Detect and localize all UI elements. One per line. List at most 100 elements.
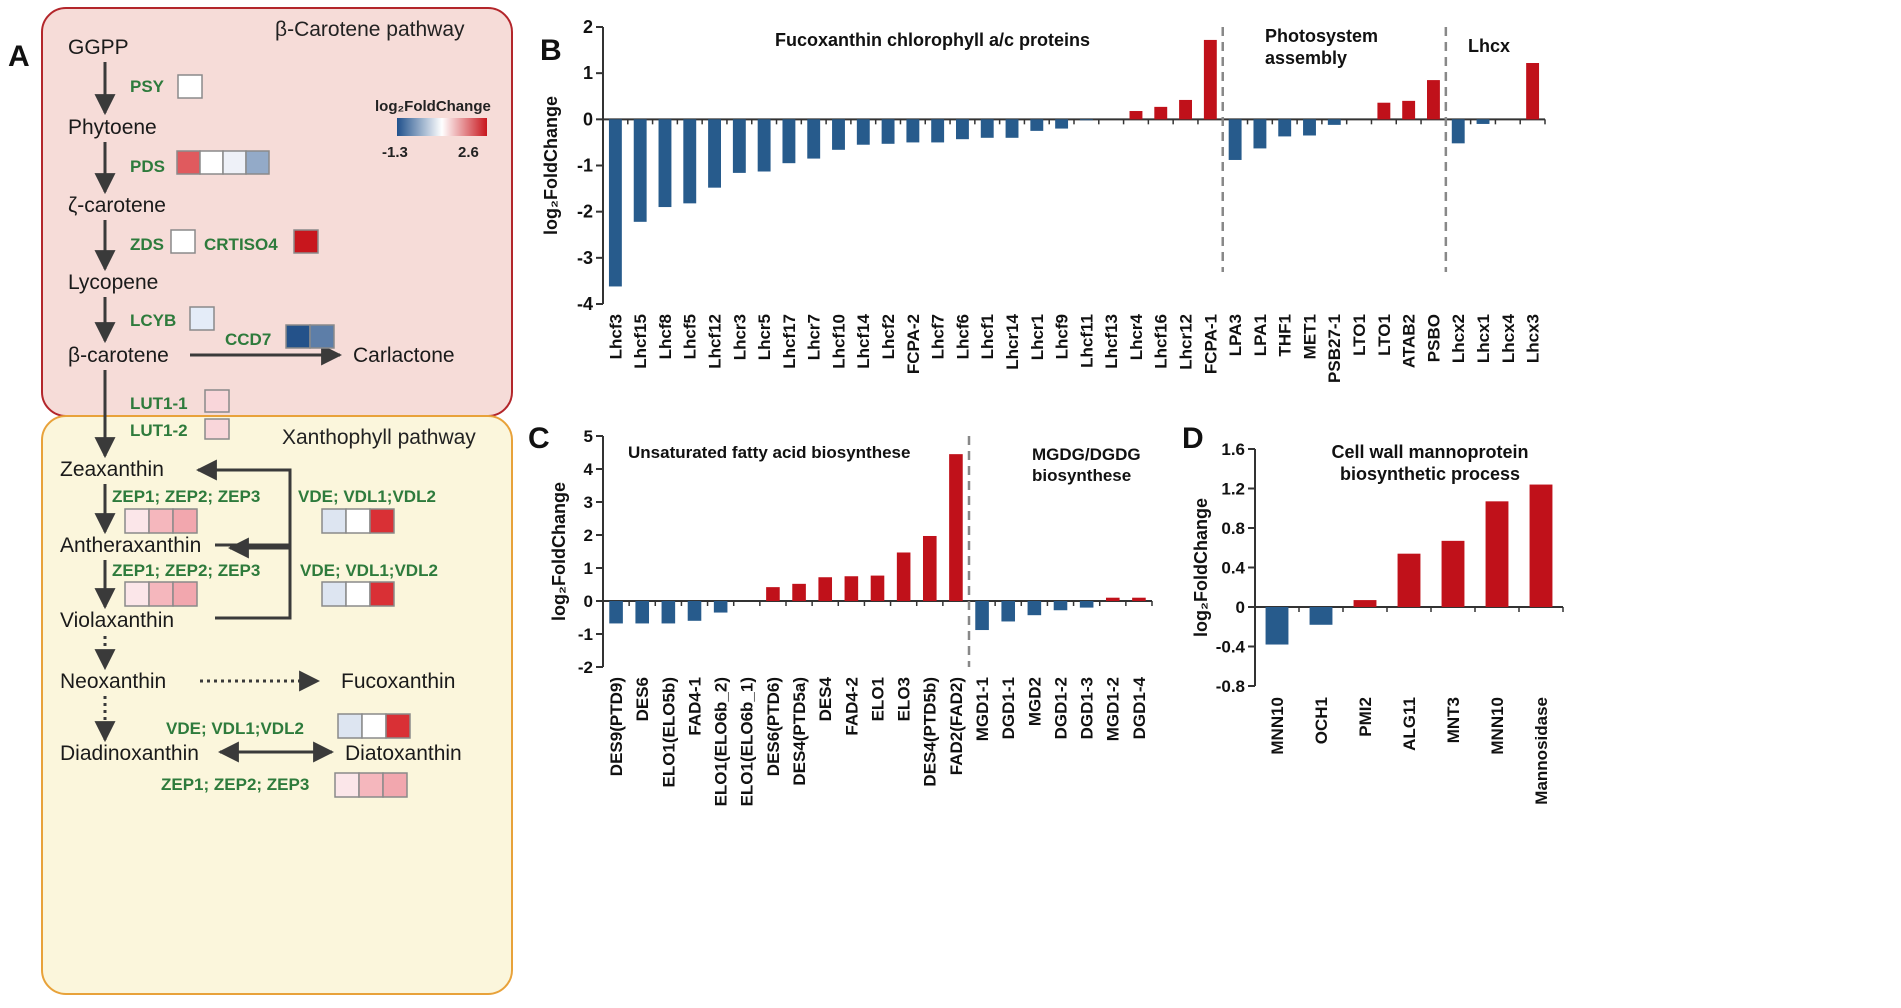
x-category-label: FCPA-1 [1201,314,1220,374]
x-category-label: Lhcr14 [1003,313,1022,369]
y-tick-label: -4 [577,294,593,314]
heatmap-cell-ccd7-1 [285,324,311,349]
gene-zep-b: ZEP1; ZEP2; ZEP3 [112,561,260,580]
gene-zds: ZDS [130,235,164,254]
heatmap-cell-zep_b-1 [124,581,150,607]
bar-b-lhcf1 [980,119,994,138]
heatmap-cell-zep_a-3 [172,508,198,534]
x-category-label: LPA1 [1251,314,1270,356]
bar-b-met1 [1303,119,1316,136]
x-category-label: ELO1 [868,677,887,721]
x-category-label: Lhcx1 [1474,314,1493,363]
metabolite-violaxanthin: Violaxanthin [60,609,174,632]
arrow-antheraxanthin-zeaxanthin [195,459,292,547]
bar-c-fad2-fad2- [949,454,963,601]
heatmap-cells [124,74,411,798]
heatmap-cell-zep_a-2 [148,508,174,534]
heatmap-cell-pds-3 [222,150,247,175]
x-category-label: FCPA-2 [904,314,923,374]
bar-b-lhcr1 [1030,119,1044,131]
x-category-label: FAD4-2 [842,677,861,736]
x-category-label: MNT3 [1444,697,1463,743]
bar-c-des6-ptd6- [766,587,780,601]
y-tick-label: 4 [584,460,594,479]
heatmap-cell-vde_c-3 [385,713,411,739]
bar-b-lhcr14 [1005,119,1019,138]
x-category-label: DGD1-1 [999,677,1018,739]
x-category-label: Lhcf2 [879,314,898,359]
bar-d-mnt3 [1441,540,1465,607]
x-category-label: Lhcf8 [656,314,675,359]
panel-label-b: B [540,34,562,67]
group-title: Unsaturated fatty acid biosynthese [628,443,910,462]
x-category-label: DES4 [816,676,835,721]
y-tick-label: 0.4 [1221,559,1245,578]
x-category-label: FAD4-1 [685,677,704,736]
x-category-label: ELO3 [895,677,914,721]
bar-c-des4 [818,577,833,601]
x-category-label: Lhcf14 [854,313,873,368]
chart-c: 5 4 3 2 1 0 -1 -2 log₂FoldChange DES9(PTD9) DES6 EL… [549,427,1153,806]
heatmap-cell-vde_a-2 [345,508,371,534]
bar-b-lhcf11 [1079,119,1093,121]
y-tick-label: -1 [577,156,593,176]
heatmap-cell-pds-4 [245,150,270,175]
bar-b-lpa1 [1253,119,1267,149]
legend-max: 2.6 [458,144,479,161]
heatmap-cell-zep_a-1 [124,508,150,534]
chart-d: 1.6 1.2 0.8 0.4 0 -0.4 -0.8 log₂FoldChange MNN10… [1191,440,1564,805]
bar-d-mnn10 [1485,501,1509,607]
x-category-label: MNN10 [1268,697,1287,755]
bar-c-dgd1-2 [1053,601,1068,611]
heatmap-cell-zep_b-2 [148,581,174,607]
y-tick-label: -2 [577,202,593,222]
heatmap-cell-lut11-1 [204,389,230,413]
x-category-label: Lhcr3 [730,314,749,360]
heatmap-cell-zep_b-3 [172,581,198,607]
bar-c-elo3 [896,552,911,601]
bar-b-lpa3 [1228,119,1242,160]
bar-c-des4-ptd5b- [922,535,937,601]
bar-b-lhcx2 [1451,119,1465,144]
y-tick-label: 5 [584,427,593,446]
metabolite-diadinoxanthin: Diadinoxanthin [60,742,199,765]
beta-pathway-title: β-Carotene pathway [275,18,465,41]
x-category-label: PMI2 [1356,697,1375,737]
y-tick-label: 0 [583,109,593,129]
heatmap-cell-zds-1 [170,229,196,254]
bar-c-fad4-2 [844,576,859,601]
bar-b-thf1 [1278,119,1292,137]
y-tick-label: -2 [578,658,593,677]
bar-b-lhcf16 [1154,106,1168,120]
bar-b-atab2 [1402,100,1416,120]
heatmap-cell-lut12-1 [204,418,230,440]
gene-crtiso4: CRTISO4 [204,235,278,254]
bar-b-lhcx3 [1526,63,1540,120]
y-tick-label: 1 [583,63,593,83]
x-category-label: DGD1-3 [1078,677,1097,739]
heatmap-cell-crtiso4-1 [293,229,319,254]
bar-b-lhcf5 [683,119,697,204]
x-category-label: Lhcf10 [829,314,848,369]
x-category-label: Lhcf6 [953,314,972,359]
bar-c-des4-ptd5a- [792,583,806,601]
bar-b-lhcf7 [931,119,945,143]
bar-b-lhcf6 [956,119,969,140]
x-category-label: Lhcr12 [1177,314,1196,370]
x-category-label: DES6(PTD6) [764,677,783,776]
x-category-label: MGD2 [1025,677,1044,726]
heatmap-cell-ccd7-2 [309,324,335,349]
bar-b-lhcx1 [1476,119,1490,124]
x-category-label: MNN10 [1488,697,1507,755]
x-category-label: MET1 [1300,314,1319,359]
heatmap-cell-lcyb-1 [189,306,215,331]
bar-d-alg11 [1397,553,1421,607]
x-category-label: Lhcf17 [780,314,799,369]
metabolite-neoxanthin: Neoxanthin [60,670,166,693]
gene-zep-c: ZEP1; ZEP2; ZEP3 [161,775,309,794]
x-category-label: DGD1-4 [1130,676,1149,739]
metabolite-carlactone: Carlactone [353,344,455,367]
bar-c-dgd1-1 [1001,601,1016,622]
x-category-label: Lhcf3 [606,314,625,359]
metabolite-diatoxanthin: Diatoxanthin [345,742,462,765]
